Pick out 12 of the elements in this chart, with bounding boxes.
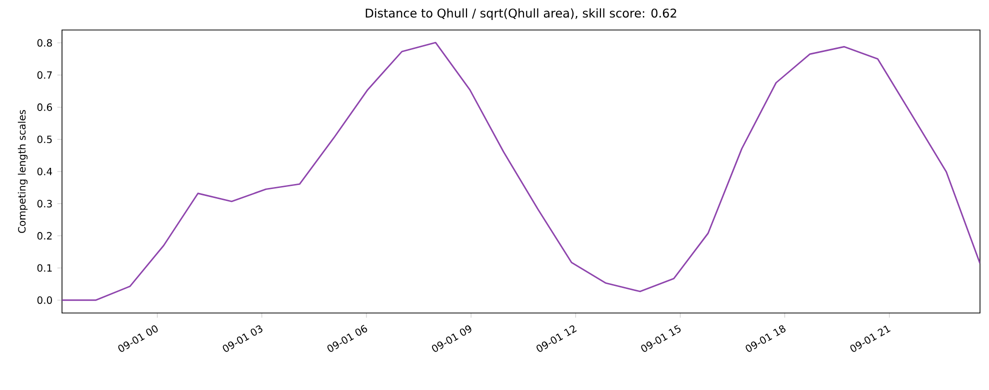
y-tick-label: 0.0 (37, 296, 52, 304)
y-tick-label: 0.3 (37, 200, 52, 208)
y-tick-label: 0.8 (37, 39, 52, 47)
y-axis-title: Competing length scales (18, 110, 28, 233)
y-tick-label: 0.5 (37, 136, 52, 144)
y-tick-label: 0.7 (37, 71, 52, 79)
y-tick-label: 0.1 (37, 264, 52, 272)
y-tick-label: 0.6 (37, 103, 52, 111)
line-series (62, 42, 980, 301)
y-tick-label: 0.2 (37, 232, 52, 240)
chart-title: Distance to Qhull / sqrt(Qhull area), skill score: 0.62 (366, 8, 676, 20)
y-tick-label: 0.4 (37, 168, 52, 176)
